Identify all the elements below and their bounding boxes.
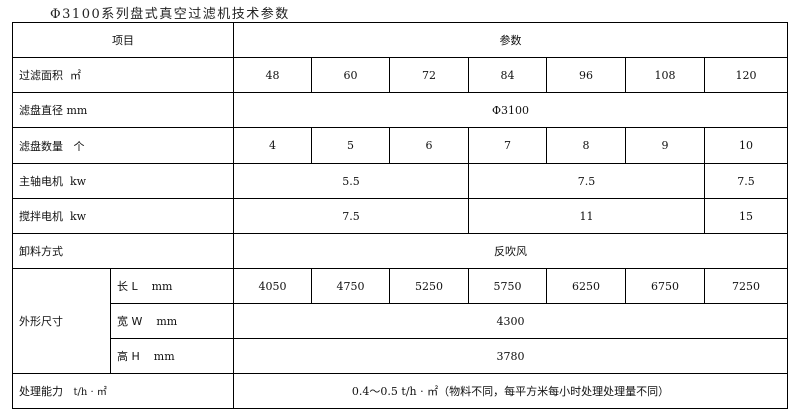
cell: 5.5: [233, 163, 469, 199]
cell: 5750: [468, 268, 547, 304]
cell: 108: [625, 57, 705, 93]
cell: 96: [546, 57, 626, 93]
cell: Φ3100: [232, 92, 789, 128]
table-title: Φ3100系列盘式真空过滤机技术参数: [50, 7, 290, 22]
table-row-capacity: 处理能力 t/h · ㎡ 0.4～0.5 t/h · ㎡（物料不同，每平方米每小…: [12, 373, 789, 409]
cell: 4050: [233, 268, 312, 304]
cell: 4750: [311, 268, 390, 304]
table-row-diameter: 滤盘直径 mm Φ3100: [12, 92, 789, 128]
cell: 120: [703, 57, 789, 93]
table-row-main-motor: 主轴电机 kw 5.5 7.5 7.5: [12, 163, 789, 199]
cell: 8: [546, 127, 626, 164]
cell: 5: [311, 127, 390, 164]
cell: 4300: [232, 303, 789, 339]
cell: 7.5: [468, 163, 705, 199]
cell: 10: [703, 127, 789, 164]
row-label: 处理能力 t/h · ㎡: [12, 373, 234, 409]
row-label: 搅拌电机 kw: [12, 198, 234, 234]
sub-label: 长 L mm: [110, 268, 234, 304]
sub-label: 高 H mm: [110, 338, 234, 374]
cell: 6: [389, 127, 469, 164]
table-row-length: 外形尺寸 长 L mm 4050 4750 5250 5750 6250 675…: [12, 268, 789, 374]
header-row: 项目 参数: [12, 22, 789, 58]
row-label: 滤盘直径 mm: [12, 92, 234, 128]
cell: 60: [311, 57, 390, 93]
header-item: 项目: [12, 22, 234, 58]
spec-table: 项目 参数 过滤面积 ㎡ 48 60 72 84 96 108 120 滤盘直径…: [12, 22, 789, 409]
cell: 6250: [546, 268, 626, 304]
table-row-disc-count: 滤盘数量 个 4 5 6 7 8 9 10: [12, 127, 789, 164]
cell: 4: [233, 127, 312, 164]
cell: 7.5: [233, 198, 469, 234]
table-row-area: 过滤面积 ㎡ 48 60 72 84 96 108 120: [12, 57, 789, 93]
row-label: 过滤面积 ㎡: [12, 57, 234, 93]
row-label: 外形尺寸: [12, 268, 111, 374]
table-row-stir-motor: 搅拌电机 kw 7.5 11 15: [12, 198, 789, 234]
cell: 72: [389, 57, 469, 93]
cell: 7: [468, 127, 547, 164]
header-params: 参数: [232, 22, 789, 58]
cell: 84: [468, 57, 547, 93]
cell: 3780: [232, 338, 789, 374]
cell: 7250: [703, 268, 789, 304]
row-label: 主轴电机 kw: [12, 163, 234, 199]
cell: 11: [468, 198, 705, 234]
cell: 15: [703, 198, 789, 234]
cell: 反吹风: [232, 233, 789, 269]
cell: 48: [233, 57, 312, 93]
sub-label: 宽 W mm: [110, 303, 234, 339]
row-label: 卸料方式: [12, 233, 234, 269]
cell: 5250: [389, 268, 469, 304]
table-row-width: 宽 W mm 4300: [13, 303, 789, 339]
row-label: 滤盘数量 个: [12, 127, 234, 164]
cell: 9: [625, 127, 705, 164]
table-row-height: 高 H mm 3780: [13, 338, 789, 374]
cell: 6750: [625, 268, 705, 304]
cell: 7.5: [703, 163, 789, 199]
table-row-discharge: 卸料方式 反吹风: [12, 233, 789, 269]
cell: 0.4～0.5 t/h · ㎡（物料不同，每平方米每小时处理处理量不同）: [232, 373, 789, 409]
